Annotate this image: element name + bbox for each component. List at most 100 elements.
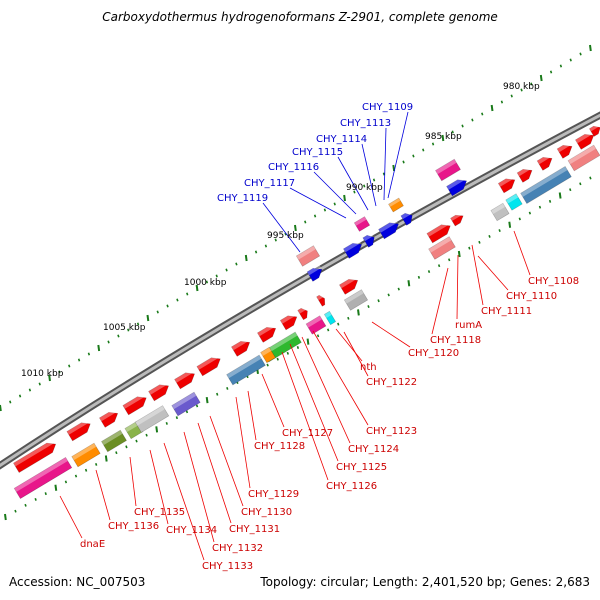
category-block-shine	[226, 355, 262, 379]
ruler-tick-inner	[589, 176, 592, 180]
ruler-labels: 980 kbp 985 kbp 990 kbp 995 kbp 1000 kbp 1005…	[21, 82, 540, 379]
ruler-tick-inner	[306, 338, 310, 345]
ruler-tick-inner	[387, 293, 390, 297]
ruler-tick-inner	[367, 305, 370, 309]
ruler-tick-outer	[579, 52, 582, 56]
ruler-tick-inner	[155, 426, 159, 433]
gene-label-forward: CHY_1126	[326, 481, 377, 492]
ruler-tick-outer	[304, 220, 307, 224]
category-block	[353, 216, 371, 232]
ruler-tick-outer	[58, 370, 61, 374]
ruler-tick-inner	[84, 468, 88, 472]
ruler-label: 1005 kbp	[103, 323, 146, 333]
category-block-shape	[260, 346, 276, 364]
forward-gene-block-shape	[99, 411, 119, 428]
forward-gene-block-shape	[196, 357, 221, 377]
category-block	[388, 197, 404, 213]
ruler-label: 1010 kbp	[21, 369, 64, 379]
forward-gene-block-shape	[316, 294, 326, 307]
ruler-tick-inner	[337, 322, 340, 326]
forward-gene-block-shine	[66, 419, 90, 435]
category-block-shine	[101, 430, 123, 446]
ruler-tick-inner	[437, 264, 441, 268]
category-block	[171, 391, 201, 417]
ruler-tick-inner	[4, 513, 7, 521]
category-block	[435, 158, 461, 182]
label-leader-line	[183, 431, 215, 543]
ruler-tick-outer	[431, 142, 435, 146]
gene-label-forward: nth	[360, 362, 377, 373]
category-block	[520, 166, 572, 204]
forward-gene-block-shine	[231, 337, 249, 351]
category-block-shape	[428, 236, 456, 260]
gene-label-forward: CHY_1134	[166, 525, 217, 536]
ruler-tick-inner	[226, 386, 229, 390]
category-block-shine	[428, 236, 452, 253]
category-block-shine	[435, 159, 457, 175]
ruler-tick-outer	[186, 292, 189, 296]
label-leader-line	[471, 244, 484, 306]
forward-gene-block-shine	[575, 130, 593, 144]
forward-gene-block-shape	[497, 178, 516, 194]
forward-gene-block-shine	[257, 323, 275, 337]
ruler-tick-outer	[68, 364, 71, 368]
forward-gene-block	[257, 323, 277, 343]
ruler-tick-outer	[127, 328, 130, 332]
ruler-tick-inner	[518, 217, 521, 221]
label-leader-line	[262, 202, 301, 253]
ruler-label: 990 kbp	[346, 183, 383, 193]
ruler-tick-inner	[104, 455, 108, 462]
reverse-gene-block-shape	[362, 234, 375, 248]
gene-label-forward: CHY_1136	[108, 521, 159, 532]
gene-label-forward: CHY_1135	[134, 507, 185, 518]
ruler-tick-outer	[559, 64, 563, 68]
ruler-tick-inner	[145, 433, 148, 437]
forward-gene-block-shape	[257, 326, 277, 343]
category-block-shape	[305, 315, 327, 335]
forward-gene-block	[122, 393, 147, 416]
category-block	[305, 315, 327, 335]
ruler-tick-inner	[457, 250, 461, 258]
ruler-tick-inner	[125, 445, 128, 449]
forward-gene-block-shape	[231, 340, 251, 357]
forward-gene-block-shape	[66, 422, 91, 442]
ruler-tick-outer	[18, 394, 22, 398]
ruler-tick-outer	[530, 82, 533, 86]
gene-label-reverse: CHY_1114	[316, 134, 367, 145]
category-block-shape	[13, 456, 73, 500]
ruler-tick-outer	[333, 202, 336, 206]
forward-gene-block-shine	[426, 221, 450, 237]
category-block-shape	[505, 193, 523, 211]
label-leader-line	[383, 127, 387, 201]
forward-gene-block	[13, 439, 57, 473]
forward-gene-block	[66, 419, 91, 442]
ruler-tick-outer	[274, 238, 277, 242]
label-leader-line	[95, 469, 111, 521]
label-leader-line	[235, 396, 251, 489]
reverse-gene-block	[378, 219, 399, 240]
gene-label-forward: CHY_1133	[202, 561, 253, 572]
ruler-tick-inner	[165, 422, 168, 425]
label-leader-line	[261, 373, 285, 428]
category-block-shape	[134, 405, 170, 433]
forward-gene-block	[148, 381, 169, 402]
reverse-gene-block-shape	[446, 179, 467, 197]
ruler-tick-outer	[471, 118, 474, 122]
forward-gene-block-shine	[13, 439, 55, 467]
reverse-gene-block	[343, 239, 363, 259]
ruler-tick-outer	[9, 400, 12, 404]
forward-gene-block	[588, 123, 600, 137]
reverse-gene-block	[362, 232, 375, 248]
ruler-tick-outer	[87, 352, 91, 356]
ruler-tick-outer	[215, 274, 218, 278]
gene-label-forward: CHY_1127	[282, 428, 333, 439]
gene-label-forward: CHY_1123	[366, 426, 417, 437]
gene-label-forward: rumA	[455, 320, 482, 331]
forward-gene-block-shine	[589, 123, 600, 132]
accession-label: Accession: NC_007503	[9, 575, 146, 589]
page-title: Carboxydothermus hydrogenoformans Z-2901…	[102, 10, 498, 24]
reverse-gene-block-shape	[306, 267, 323, 282]
ruler-tick-inner	[407, 280, 411, 287]
category-block-shine	[388, 198, 401, 207]
